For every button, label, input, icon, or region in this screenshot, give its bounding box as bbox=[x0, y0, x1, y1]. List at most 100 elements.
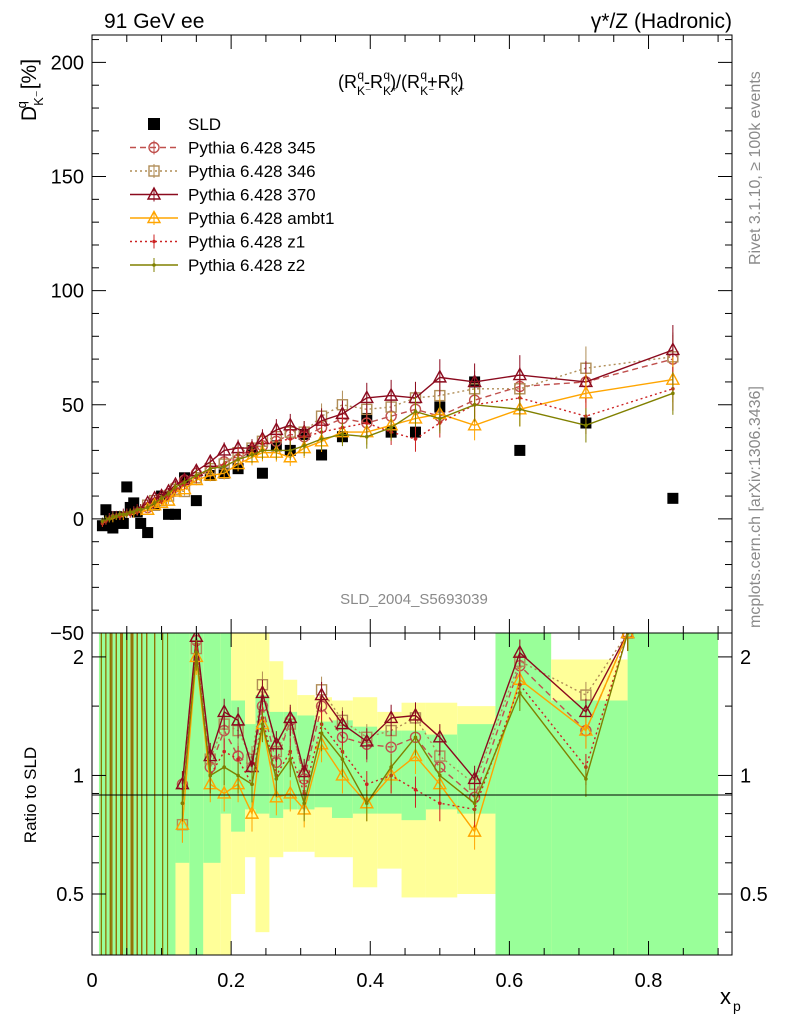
y-tick-label: 200 bbox=[51, 52, 84, 74]
legend-label: Pythia 6.428 z2 bbox=[188, 256, 305, 275]
ratio-point-z2 bbox=[260, 722, 265, 726]
series-point-z2 bbox=[118, 512, 122, 517]
ratio-point-p370 bbox=[296, 764, 312, 778]
main-ylabel: DK⁻q [%] bbox=[14, 59, 46, 121]
legend-label: Pythia 6.428 346 bbox=[188, 162, 316, 181]
series-point-p370 bbox=[216, 442, 232, 456]
x-tick-label: 0 bbox=[86, 970, 97, 992]
series-point-z2 bbox=[114, 514, 119, 519]
series-point-z2 bbox=[319, 437, 324, 441]
series-point-z2 bbox=[194, 473, 199, 478]
ratio-point-p370 bbox=[230, 712, 246, 726]
sld-data-point bbox=[107, 522, 119, 534]
ratio-point-z2 bbox=[340, 757, 345, 761]
ratio-point-p370 bbox=[283, 709, 298, 724]
ratio-point-p370 bbox=[216, 703, 232, 718]
sld-data-point bbox=[121, 481, 133, 493]
ratio-point-z2 bbox=[438, 773, 442, 778]
series-point-z2 bbox=[159, 496, 164, 501]
ratio-point-z2 bbox=[222, 765, 226, 769]
series-point-z2 bbox=[250, 453, 254, 457]
series-point-z2 bbox=[222, 464, 226, 469]
series-point-z2 bbox=[671, 391, 675, 396]
ratio-point-z2 bbox=[472, 801, 477, 806]
x-tick-label: 0.6 bbox=[495, 970, 523, 992]
rivet-label: Rivet 3.1.10, ≥ 100k events bbox=[747, 71, 764, 265]
series-point-z2 bbox=[584, 423, 588, 428]
ratio-y-tick-label-right: 2 bbox=[740, 647, 751, 669]
ratio-y-tick-label-right: 1 bbox=[740, 765, 751, 787]
header-left: 91 GeV ee bbox=[104, 10, 204, 33]
sld-data-point bbox=[135, 517, 147, 529]
series-point-z2 bbox=[302, 444, 306, 448]
ratio-point-ambt1 bbox=[467, 823, 482, 837]
sld-data-point bbox=[190, 495, 202, 507]
band-inner bbox=[245, 724, 256, 810]
series-point-z2 bbox=[389, 425, 393, 430]
series-point-z2 bbox=[208, 466, 213, 471]
series-point-z2 bbox=[124, 512, 129, 517]
ratio-point-ambt1 bbox=[578, 722, 594, 736]
ratio-point-ambt1 bbox=[175, 816, 190, 830]
series-point-z2 bbox=[152, 501, 157, 505]
ratio-point-z1 bbox=[222, 749, 226, 754]
formula-annotation: (RK⁻q-RK⁺q)/(RK⁻q+RK⁺q) bbox=[338, 68, 465, 98]
x-tick-label: 0.2 bbox=[217, 970, 245, 992]
ratio-point-z2 bbox=[250, 782, 254, 787]
main-axes: −50 0 50 100 150 200 bbox=[50, 35, 732, 645]
ratio-point-p370 bbox=[512, 644, 528, 658]
y-tick-label: −50 bbox=[50, 623, 84, 645]
legend-label: SLD bbox=[188, 115, 221, 134]
series-point-ambt1 bbox=[216, 465, 232, 479]
ratio-y-tick-label: 1 bbox=[73, 765, 84, 787]
series-point-z2 bbox=[131, 510, 136, 514]
band-inner bbox=[203, 633, 221, 863]
x-tick-label: 0.4 bbox=[356, 970, 384, 992]
series-point-z2 bbox=[413, 409, 418, 414]
legend: SLD Pythia 6.428 345 Pythia 6.428 346 Pythi… bbox=[130, 115, 334, 275]
band-inner bbox=[495, 633, 552, 955]
series-point-ambt1 bbox=[189, 472, 204, 486]
series-point-ambt1 bbox=[578, 385, 594, 399]
ratio-point-z2 bbox=[584, 777, 588, 781]
series-point-z2 bbox=[340, 432, 345, 437]
ratio-point-p370 bbox=[269, 736, 284, 750]
ratio-point-p370 bbox=[432, 729, 448, 743]
legend-marker-sld bbox=[148, 118, 160, 130]
sld-data-point bbox=[514, 444, 526, 456]
series-point-ambt1 bbox=[203, 467, 218, 481]
series-point-z2 bbox=[107, 517, 112, 521]
sld-data-point bbox=[256, 467, 268, 479]
ratio-point-p370 bbox=[335, 716, 350, 730]
ratio-point-ambt1 bbox=[216, 785, 232, 799]
ratio-point-z2 bbox=[302, 801, 306, 806]
series-point-z2 bbox=[288, 448, 293, 453]
ratio-point-p370 bbox=[359, 733, 374, 747]
ratio-point-p370 bbox=[314, 687, 329, 701]
ratio-line-p370 bbox=[181, 633, 629, 785]
ratio-y-tick-label: 2 bbox=[73, 647, 84, 669]
band-inner bbox=[175, 633, 190, 863]
ratio-point-p370 bbox=[467, 770, 482, 785]
ratio-point-z2 bbox=[288, 757, 293, 761]
ratio-y-tick-label-right: 0.5 bbox=[740, 884, 768, 906]
legend-label: Pythia 6.428 370 bbox=[188, 186, 316, 205]
series-point-z2 bbox=[111, 514, 115, 519]
series-point-z2 bbox=[518, 407, 522, 412]
series-point-p370 bbox=[383, 387, 399, 401]
ratio-point-z2 bbox=[518, 691, 522, 695]
series-point-p370 bbox=[665, 342, 681, 356]
series-point-z2 bbox=[260, 448, 265, 453]
sld-data-point bbox=[316, 449, 328, 461]
y-tick-label: 100 bbox=[51, 281, 84, 303]
ratio-point-z2 bbox=[274, 777, 279, 781]
series-line-ambt1 bbox=[102, 378, 674, 524]
ratio-point-z2 bbox=[194, 650, 199, 655]
series-point-z2 bbox=[138, 507, 143, 512]
series-point-z2 bbox=[472, 402, 477, 407]
ratio-ylabel: Ratio to SLD bbox=[21, 747, 40, 843]
series-point-p370 bbox=[467, 373, 482, 388]
band-inner bbox=[189, 633, 204, 955]
ratio-point-z1 bbox=[413, 787, 418, 792]
svg-text:DK⁻q [%]: DK⁻q [%] bbox=[14, 59, 46, 121]
